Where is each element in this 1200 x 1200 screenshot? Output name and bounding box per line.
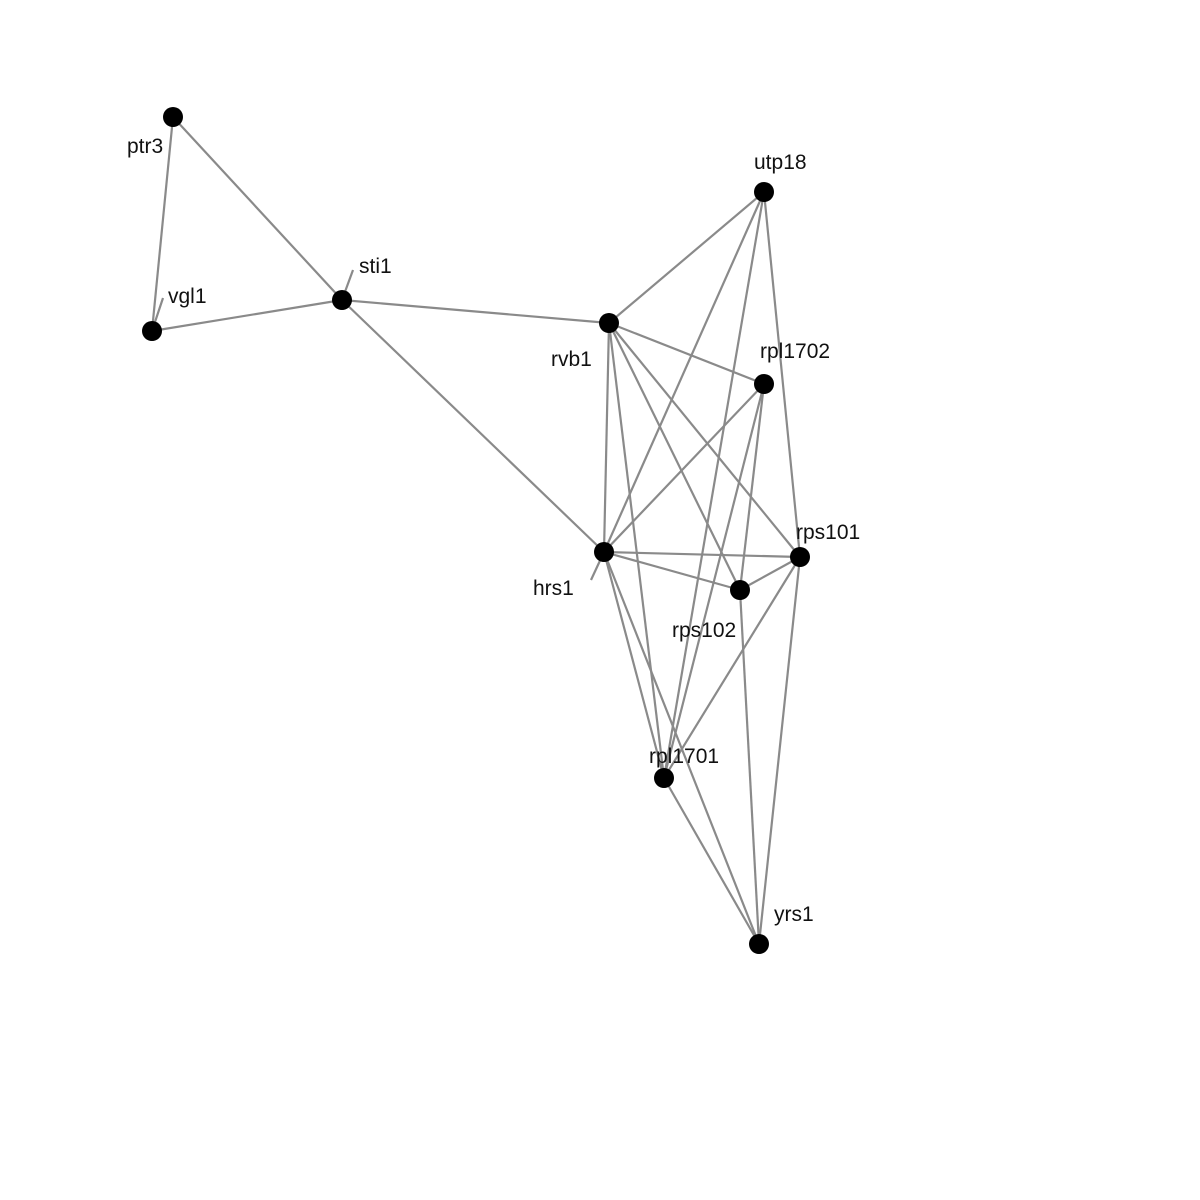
edge-rpl1702-rpl1701 [662,383,766,779]
edge-rps102-yrs1 [738,589,761,945]
edge-hrs1-rps101 [603,550,801,559]
node-sti1 [332,290,352,310]
node-label-rps102: rps102 [672,619,736,642]
node-rpl1702 [754,374,774,394]
edge-utp18-rpl1701 [662,191,766,779]
edge-rps101-yrs1 [757,556,802,945]
edge-rvb1-rpl1701 [607,322,666,779]
edge-rvb1-utp18 [608,191,765,324]
node-label-sti1: sti1 [359,255,392,278]
edge-hrs1-rpl1701 [602,551,666,779]
edge-rpl1702-hrs1 [603,383,765,553]
edge-hrs1-rps102 [603,550,741,592]
node-label-yrs1: yrs1 [774,903,814,926]
node-label-hrs1: hrs1 [533,577,574,600]
node-label-vgl1: vgl1 [168,285,207,308]
edge-sti1-hrs1 [341,299,605,553]
node-label-rps101: rps101 [796,521,860,544]
node-rps101 [790,547,810,567]
edge-rvb1-rps102 [608,322,741,591]
node-rvb1 [599,313,619,333]
edge-rvb1-hrs1 [602,322,611,553]
node-utp18 [754,182,774,202]
edge-utp18-rps101 [762,191,802,558]
edge-utp18-hrs1 [602,191,766,553]
node-label-rpl1702: rpl1702 [760,340,830,363]
edge-rps102-rps101 [739,556,801,591]
node-label-rvb1: rvb1 [551,348,592,371]
edge-rps101-rpl1701 [663,556,801,779]
edge-rpl1701-yrs1 [663,777,760,945]
node-label-rpl1701: rpl1701 [649,745,719,768]
edge-rvb1-rps101 [608,322,801,558]
edge-layer [150,116,802,945]
node-ptr3 [163,107,183,127]
node-label-utp18: utp18 [754,151,807,174]
node-layer [142,107,810,954]
label-layer: ptr3 vgl1 sti1 rvb1 utp18 rpl1702 hrs1 rps101 rp… [127,135,860,926]
edge-ptr3-sti1 [172,116,343,301]
node-yrs1 [749,934,769,954]
edge-ptr3-vgl1 [150,116,175,332]
edge-vgl1-sti1 [151,298,343,333]
node-hrs1 [594,542,614,562]
node-rps102 [730,580,750,600]
node-label-ptr3: ptr3 [127,135,163,158]
edge-sti1-rvb1 [341,298,610,325]
node-rpl1701 [654,768,674,788]
edge-rvb1-rpl1702 [608,321,765,386]
node-vgl1 [142,321,162,341]
